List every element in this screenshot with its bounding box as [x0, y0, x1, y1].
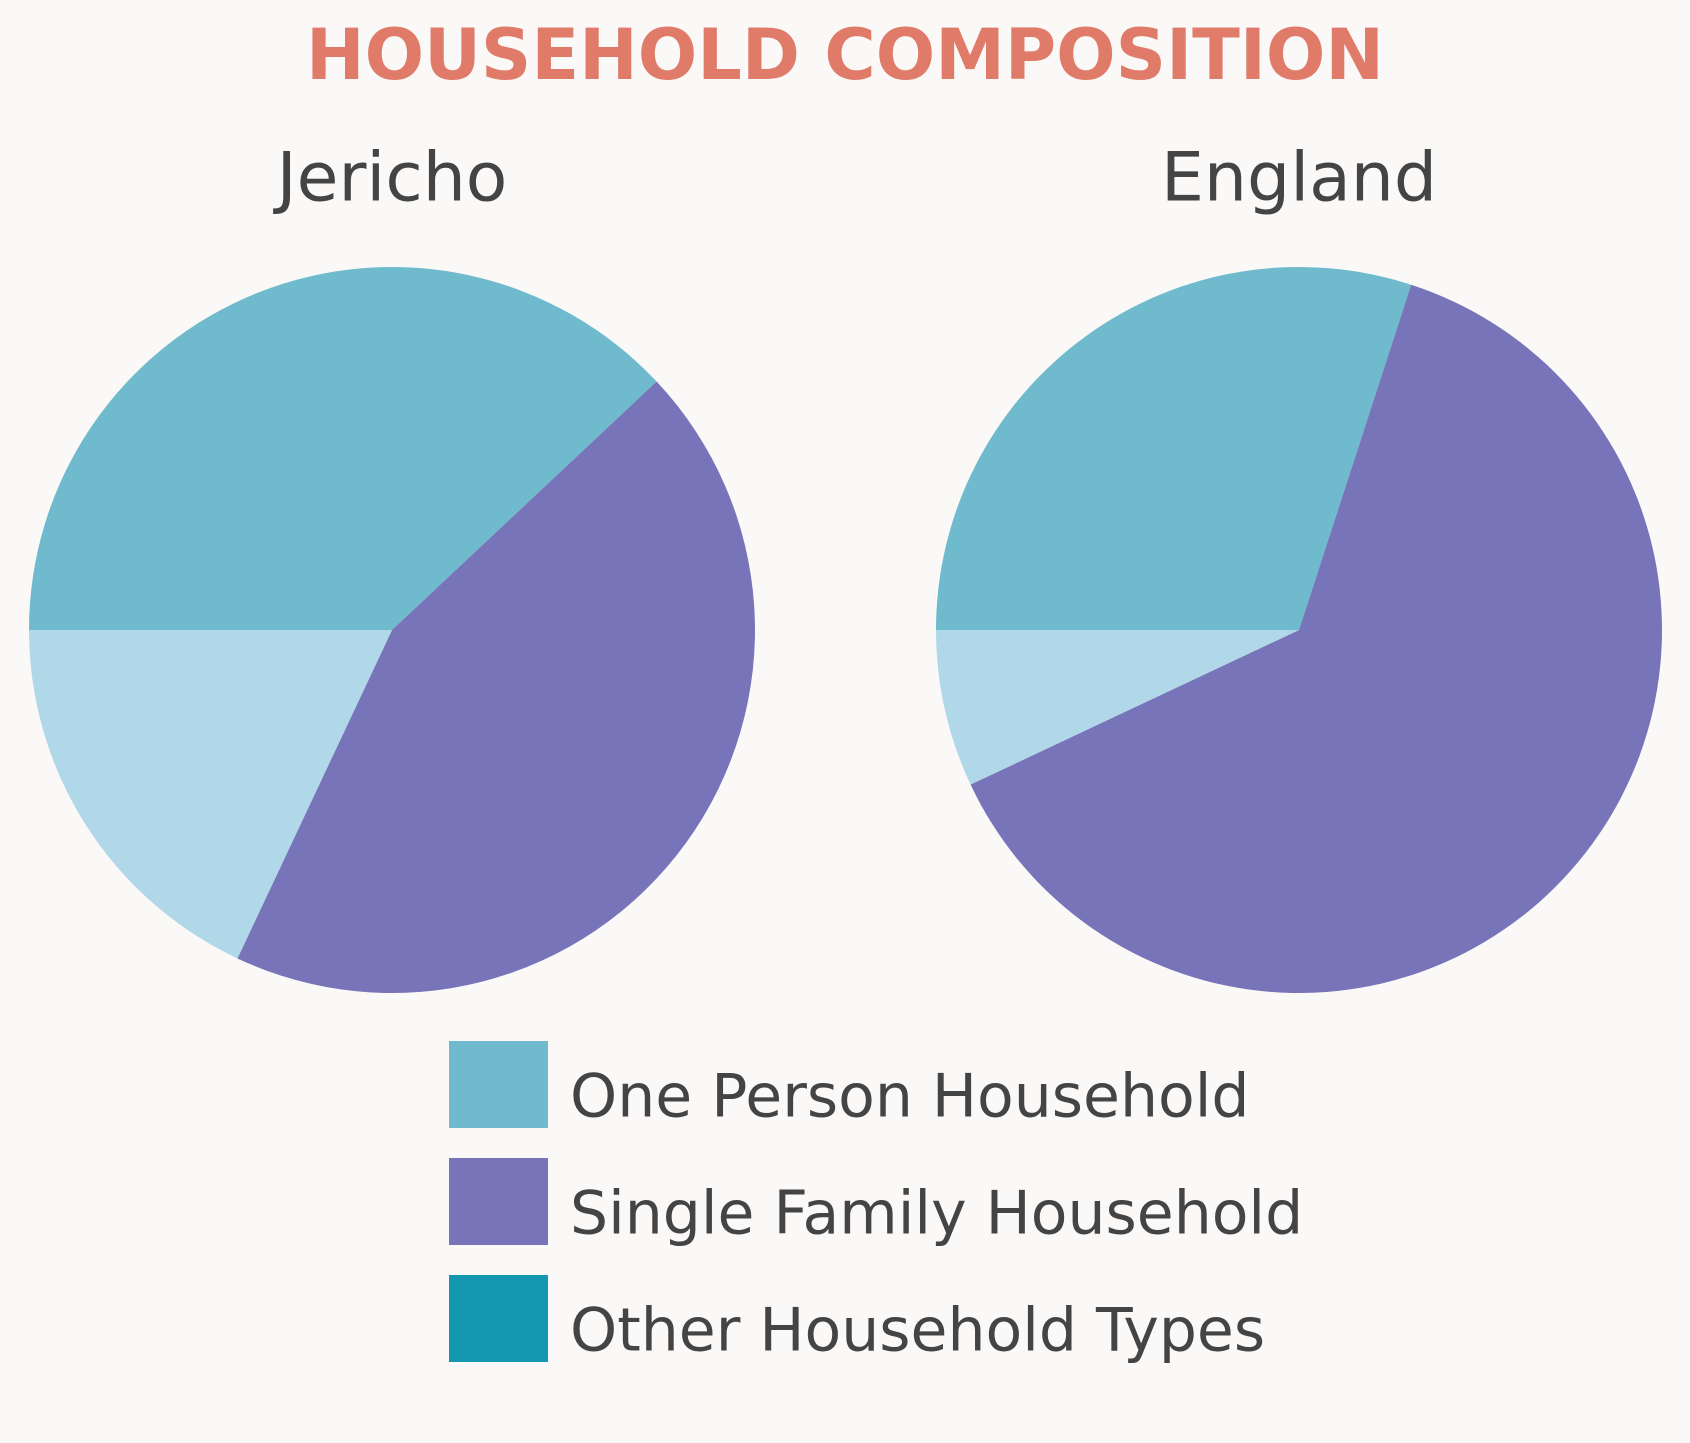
legend-label: Other Household Types: [570, 1296, 1265, 1366]
pie-title: Jericho: [273, 139, 508, 218]
pie-slice: [237, 381, 755, 993]
pie-slice: [29, 267, 657, 630]
chart-title: HOUSEHOLD COMPOSITION: [306, 14, 1384, 96]
legend-swatch: [449, 1158, 548, 1245]
legend-swatch: [449, 1275, 548, 1362]
legend-swatch: [449, 1041, 548, 1128]
pie-slice: [970, 284, 1662, 993]
pie-slice: [29, 630, 392, 959]
legend-label: One Person Household: [570, 1062, 1249, 1132]
pie-slice: [936, 266, 1412, 630]
pie-slice: [936, 630, 1299, 785]
legend-label: Single Family Household: [570, 1179, 1303, 1249]
pie-title: England: [1161, 139, 1437, 218]
